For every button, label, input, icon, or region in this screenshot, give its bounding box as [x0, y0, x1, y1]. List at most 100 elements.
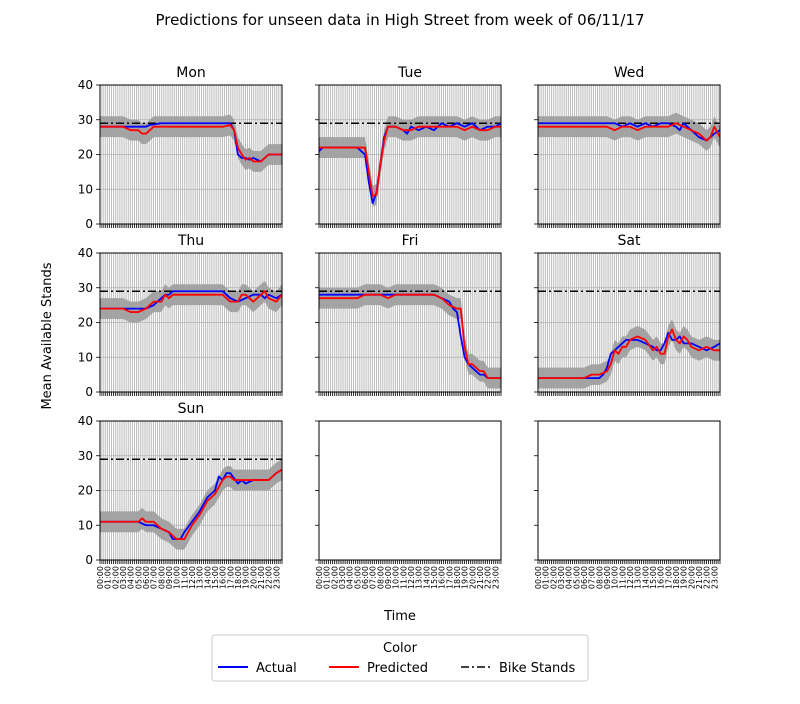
- x-ticks: [318, 560, 502, 564]
- x-tick-label: 03:00: [119, 566, 128, 589]
- panel-mon: Mon 0 10 20 30 40: [78, 65, 283, 231]
- x-tick-label: 16:00: [219, 566, 228, 589]
- x-tick-label: 14:00: [203, 566, 212, 589]
- x-tick-label: 04:00: [565, 566, 574, 589]
- x-tick-label: 17:00: [664, 566, 673, 589]
- confidence-band: [319, 116, 501, 207]
- x-tick-label: 22:00: [484, 566, 493, 589]
- panel-tue: Tue: [315, 65, 502, 228]
- panel-title: Sat: [618, 233, 641, 249]
- x-tick-label: 23:00: [272, 566, 281, 589]
- x-tick-label: 11:00: [618, 566, 627, 589]
- grid: [319, 253, 501, 392]
- legend-title: Color: [383, 641, 418, 656]
- legend-label-predicted: Predicted: [367, 661, 428, 676]
- x-tick-label: 14:00: [641, 566, 650, 589]
- x-tick-label: 09:00: [603, 566, 612, 589]
- x-tick-label: 04:00: [127, 566, 136, 589]
- legend-box: [211, 634, 589, 682]
- panel-empty: 00:0001:0002:0003:0004:0005:0006:0007:00…: [315, 420, 502, 589]
- x-tick-label: 13:00: [634, 566, 643, 589]
- x-tick-label: 21:00: [257, 566, 266, 589]
- panel-title: Wed: [614, 65, 645, 81]
- x-tick-label: 06:00: [361, 566, 370, 589]
- x-tick-label: 04:00: [346, 566, 355, 589]
- x-tick-label: 13:00: [196, 566, 205, 589]
- x-tick-label: 12:00: [188, 566, 197, 589]
- x-tick-label: 17:00: [445, 566, 454, 589]
- panel-title: Mon: [176, 65, 206, 81]
- x-tick-label: 18:00: [453, 566, 462, 589]
- panel-title: Fri: [402, 233, 419, 249]
- panel-thu: Thu 0 10 20 30 40: [78, 233, 283, 399]
- x-tick-label: 00:00: [534, 566, 543, 589]
- x-tick-label: 02:00: [549, 566, 558, 589]
- x-tick-label: 20:00: [249, 566, 258, 589]
- x-tick-label: 20:00: [468, 566, 477, 589]
- y-axis-label: Mean Available Stands: [40, 262, 55, 409]
- panel-title: Thu: [177, 233, 204, 249]
- x-tick-label: 02:00: [111, 566, 120, 589]
- series-predicted: [538, 328, 720, 380]
- panel-empty: 00:0001:0002:0003:0004:0005:0006:0007:00…: [534, 420, 721, 589]
- x-tick-label: 16:00: [657, 566, 666, 589]
- panel-title: Tue: [397, 65, 422, 81]
- x-ticks: [318, 392, 502, 396]
- x-ticks: [537, 560, 721, 564]
- y-tick-label: 20: [78, 148, 93, 162]
- x-tick-label: 11:00: [399, 566, 408, 589]
- panel-sat: Sat: [534, 233, 721, 396]
- x-tick-label: 18:00: [234, 566, 243, 589]
- panel-wed: Wed: [534, 65, 721, 228]
- x-tick-label: 07:00: [150, 566, 159, 589]
- x-ticks: [99, 392, 283, 396]
- x-tick-label: 17:00: [226, 566, 235, 589]
- x-tick-label: 15:00: [211, 566, 220, 589]
- x-tick-label: 11:00: [180, 566, 189, 589]
- panels: Mon 0 10 20 30 40 Tue Wed Thu 0 10 20 30 40 Fri Sat Sun 0…: [78, 65, 721, 589]
- legend: Color Actual Predicted Bike Stands: [211, 634, 589, 682]
- y-tick-label: 30: [78, 113, 93, 127]
- y-tick-label: 40: [78, 78, 93, 92]
- x-tick-label: 23:00: [491, 566, 500, 589]
- x-tick-label: 10:00: [611, 566, 620, 589]
- series-actual: [100, 290, 283, 310]
- x-tick-label: 00:00: [96, 566, 105, 589]
- x-tick-label: 08:00: [376, 566, 385, 589]
- x-ticks: [99, 224, 283, 228]
- x-tick-label: 08:00: [595, 566, 604, 589]
- x-tick-label: 09:00: [384, 566, 393, 589]
- x-tick-label: 10:00: [392, 566, 401, 589]
- y-tick-label: 10: [78, 350, 93, 364]
- x-tick-label: 05:00: [572, 566, 581, 589]
- x-tick-label: 05:00: [134, 566, 143, 589]
- legend-label-bike-stands: Bike Stands: [499, 661, 576, 676]
- series-predicted: [100, 124, 282, 163]
- x-tick-label: 15:00: [430, 566, 439, 589]
- x-tick-label: 10:00: [173, 566, 182, 589]
- grid: [538, 85, 720, 224]
- x-tick-label: 01:00: [542, 566, 551, 589]
- x-tick-label: 19:00: [242, 566, 251, 589]
- x-tick-label: 19:00: [461, 566, 470, 589]
- x-tick-label: 08:00: [157, 566, 166, 589]
- y-tick-label: 30: [78, 281, 93, 295]
- x-ticks: [99, 560, 283, 564]
- x-tick-label: 22:00: [265, 566, 274, 589]
- series-predicted: [319, 293, 501, 380]
- x-tick-label: 09:00: [165, 566, 174, 589]
- x-tick-label: 06:00: [580, 566, 589, 589]
- x-tick-label: 12:00: [407, 566, 416, 589]
- x-tick-label: 16:00: [438, 566, 447, 589]
- x-tick-label: 05:00: [353, 566, 362, 589]
- y-tick-label: 40: [78, 246, 93, 260]
- x-tick-label: 15:00: [649, 566, 658, 589]
- grid: [319, 85, 501, 224]
- legend-label-actual: Actual: [256, 661, 297, 676]
- x-tick-label: 22:00: [703, 566, 712, 589]
- series-actual: [100, 122, 282, 163]
- grid: [100, 253, 282, 392]
- x-tick-label: 00:00: [315, 566, 324, 589]
- y-tick-label: 0: [85, 553, 93, 567]
